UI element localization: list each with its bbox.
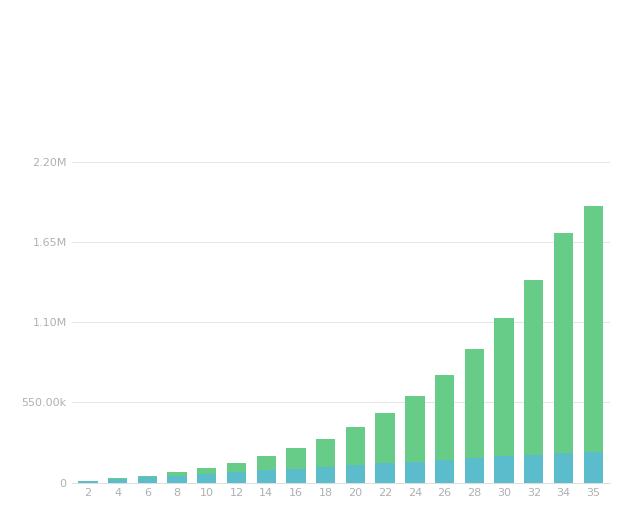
Bar [78, 481, 98, 483]
Bar [405, 462, 425, 483]
Text: With a monthly investment of $500 for 35 years at an annual interest rate of 10%: With a monthly investment of $500 for 35… [19, 14, 576, 27]
Bar [167, 476, 187, 483]
Bar [376, 413, 395, 463]
Bar [167, 472, 187, 476]
Bar [197, 468, 216, 474]
Bar [583, 206, 603, 452]
Bar [316, 467, 335, 483]
Bar [465, 349, 484, 458]
Bar [286, 448, 305, 469]
Bar [256, 470, 276, 483]
Bar [108, 479, 128, 483]
Bar [197, 474, 216, 483]
Bar [494, 318, 514, 456]
Text: save: save [19, 39, 47, 52]
Bar [465, 458, 484, 483]
Bar [227, 462, 246, 472]
Bar [376, 463, 395, 483]
Bar [494, 456, 514, 483]
Bar [524, 455, 544, 483]
Bar [435, 375, 454, 460]
Bar [227, 472, 246, 483]
Text: MORE DETAILS  ↓: MORE DETAILS ↓ [494, 120, 603, 130]
Bar [137, 477, 157, 483]
Bar [137, 475, 157, 477]
Bar [583, 452, 603, 483]
Bar [405, 396, 425, 462]
Bar [554, 233, 573, 453]
Bar [554, 453, 573, 483]
Bar [346, 465, 365, 483]
Bar [435, 460, 454, 483]
Bar [286, 469, 305, 483]
Bar [256, 456, 276, 470]
Bar [316, 439, 335, 467]
Text: $1,843,235: $1,843,235 [19, 63, 210, 97]
Bar [524, 280, 544, 455]
Bar [346, 427, 365, 465]
